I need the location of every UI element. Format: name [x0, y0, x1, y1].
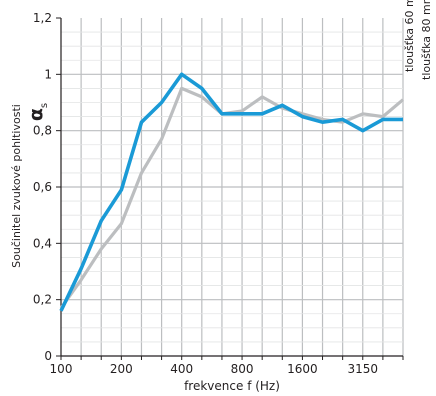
legend-series-1: tloušťka 60 mm	[403, 0, 416, 72]
alpha-subscript: s	[39, 103, 50, 108]
series-line-2	[59, 72, 403, 312]
x-tick-label: 3150	[347, 362, 378, 376]
y-tick-label: 0,4	[33, 236, 52, 250]
legend: tloušťka 60 mm tloušťka 80 mm	[403, 0, 433, 80]
alpha-symbol: α	[25, 108, 47, 121]
series-line-1	[59, 86, 405, 310]
y-axis-title: Součinitel zvukové pohltivosti	[10, 104, 23, 268]
y-tick-label: 1	[44, 67, 52, 81]
series-layer	[59, 72, 405, 312]
grid	[61, 18, 404, 356]
x-tick-label: 100	[50, 362, 73, 376]
y-tick-label: 1,2	[33, 11, 52, 25]
axes	[56, 17, 404, 360]
y-tick-label: 0,8	[33, 124, 52, 138]
svg-text:αs: αs	[25, 103, 50, 121]
x-axis-label: frekvence f (Hz)	[184, 379, 280, 393]
y-axis-symbol: αs	[25, 103, 50, 121]
x-tick-label: 400	[170, 362, 193, 376]
y-axis-label: Součinitel zvukové pohltivosti	[10, 104, 23, 268]
y-tick-label: 0,6	[33, 180, 52, 194]
x-tick-label: 1600	[287, 362, 318, 376]
x-tick-label: 800	[231, 362, 254, 376]
x-tick-label: 200	[110, 362, 133, 376]
tick-labels: 0 0,2 0,4 0,6 0,8 1 1,2 100 200 400 800 1600 3150	[33, 11, 378, 376]
y-tick-label: 0,2	[33, 293, 52, 307]
legend-series-2: tloušťka 80 mm	[420, 0, 433, 80]
y-tick-label: 0	[44, 349, 52, 363]
